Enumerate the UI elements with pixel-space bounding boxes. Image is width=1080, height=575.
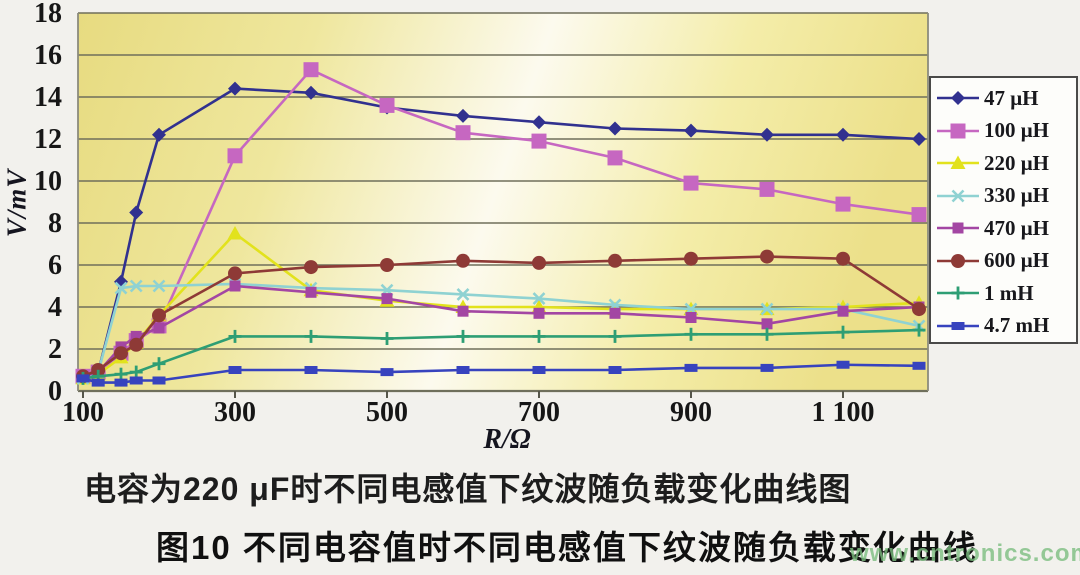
y-tick-label: 12 <box>34 124 62 155</box>
plot-area <box>78 13 928 391</box>
x-tick-label: 300 <box>214 397 256 428</box>
legend-item: 330 μH <box>936 180 1076 213</box>
watermark: www.cntronics.com <box>850 540 1080 567</box>
figure-caption: 电容为220 μF时不同电感值下纹波随负载变化曲线图 <box>84 471 852 507</box>
legend-label: 220 μH <box>984 150 1049 175</box>
legend-label: 4.7 mH <box>984 313 1050 338</box>
legend-marker-icon <box>937 253 979 268</box>
chart-legend: 47 μH 100 μH 220 μH 330 μH 470 μH 600 μH 1 mH 4… <box>929 76 1078 344</box>
legend-item: 47 μH <box>936 82 1076 115</box>
legend-item: 100 μH <box>936 115 1076 148</box>
legend-label: 470 μH <box>984 215 1049 240</box>
legend-item: 220 μH <box>936 147 1076 180</box>
x-tick-label: 500 <box>366 397 408 428</box>
x-axis-title: R/Ω <box>483 424 531 455</box>
x-tick-label: 100 <box>62 397 104 428</box>
series-1-mH <box>76 323 926 385</box>
y-tick-label: 16 <box>34 40 62 71</box>
legend-marker-icon <box>937 155 979 170</box>
legend-marker-icon <box>937 123 979 139</box>
ripple-vs-load-chart: 100 300 500 700 900 1 100 0 2 4 6 8 10 12 14 16 18 <box>34 0 929 428</box>
legend-marker-icon <box>937 222 979 234</box>
y-tick-label: 8 <box>48 208 62 239</box>
legend-marker-icon <box>937 189 979 203</box>
series-600-μH <box>76 249 926 384</box>
y-tick-label: 4 <box>48 292 62 323</box>
y-tick-label: 10 <box>34 166 62 197</box>
legend-label: 600 μH <box>984 248 1049 273</box>
legend-label: 330 μH <box>984 183 1049 208</box>
legend-marker-icon <box>937 286 979 300</box>
y-tick-label: 14 <box>34 82 62 113</box>
x-tick-label: 900 <box>670 397 712 428</box>
y-tick-label: 0 <box>48 376 62 407</box>
legend-label: 47 μH <box>984 85 1039 110</box>
series-4-7-mH <box>76 360 926 387</box>
y-tick-label: 18 <box>34 0 62 29</box>
legend-label: 1 mH <box>984 280 1034 305</box>
legend-item: 600 μH <box>936 245 1076 278</box>
legend-item: 1 mH <box>936 277 1076 310</box>
legend-item: 4.7 mH <box>936 310 1076 343</box>
legend-label: 100 μH <box>984 118 1049 143</box>
legend-item: 470 μH <box>936 212 1076 245</box>
legend-marker-icon <box>937 321 979 330</box>
y-tick-label: 6 <box>48 250 62 281</box>
y-tick-label: 2 <box>48 334 62 365</box>
x-tick-label: 1 100 <box>812 397 875 428</box>
legend-marker-icon <box>937 91 979 106</box>
figure-title: 图10 不同电容值时不同电感值下纹波随负载变化曲线 <box>156 529 978 566</box>
x-tick-label: 700 <box>518 397 560 428</box>
